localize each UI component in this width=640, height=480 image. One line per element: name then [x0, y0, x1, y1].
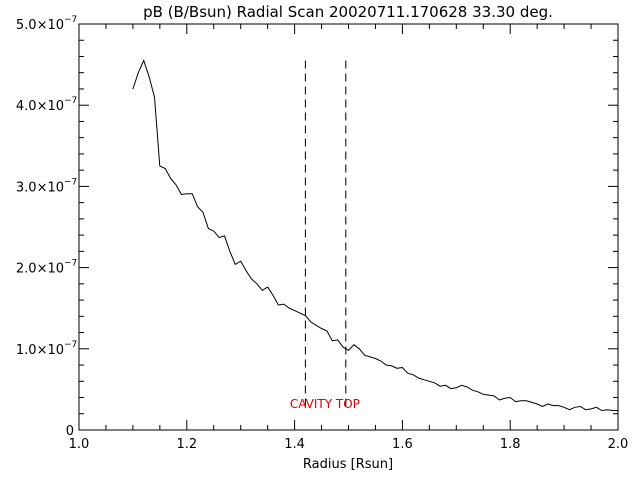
y-tick-label: 4.0×10: [16, 99, 64, 114]
chart-title: pB (B/Bsun) Radial Scan 20020711.170628 …: [143, 3, 553, 21]
y-tick-label: 0: [66, 424, 74, 439]
x-tick-label: 1.2: [176, 437, 197, 452]
x-tick-label: 1.6: [392, 437, 413, 452]
plot-frame: [78, 23, 619, 431]
x-tick-label: 1.8: [500, 437, 521, 452]
x-axis: 1.0 1.2 1.4 1.6 1.8 2.0: [69, 24, 629, 452]
y-tick-exponent: −7: [64, 177, 77, 187]
y-tick-exponent: −7: [64, 259, 77, 269]
series-line-pb: [132, 59, 618, 412]
x-tick-label: 1.0: [69, 437, 90, 452]
x-axis-label: Radius [Rsun]: [303, 457, 393, 472]
cavity-marker-lines: [304, 60, 347, 410]
x-tick-label: 1.4: [284, 437, 305, 452]
y-tick-exponent: −7: [64, 15, 77, 25]
y-tick-label: 2.0×10: [16, 262, 64, 277]
x-tick-label: 2.0: [608, 437, 629, 452]
y-tick-exponent: −7: [64, 96, 77, 106]
y-tick-exponent: −7: [64, 340, 77, 350]
y-tick-label: 1.0×10: [16, 343, 64, 358]
y-axis: 01.0×10 −72.0×10 −73.0×10 −74.0×10 −75.0×10−…: [16, 15, 618, 439]
cavity-top-annotation: CAVITY TOP: [290, 397, 360, 411]
y-tick-label: 3.0×10: [16, 180, 64, 195]
y-tick-label: 5.0×10: [16, 18, 64, 33]
